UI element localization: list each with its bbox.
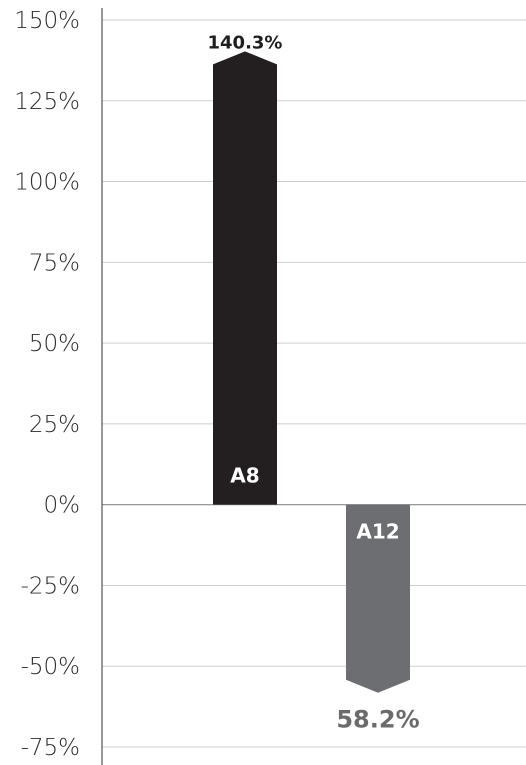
y-tick-label: 75% [29,250,80,276]
bar-a8 [213,51,277,505]
gridlines [102,19,526,748]
bar-labels: A8 140.3% A12 58.2% [208,32,420,733]
bars [213,51,410,693]
y-tick-label: -75% [21,735,80,761]
y-axis: 150% 125% 100% 75% 50% 25% 0% -25% -50% -75% [14,8,103,765]
value-label: 140.3% [208,32,283,53]
y-tick-label: 150% [14,8,80,34]
category-label: A8 [230,464,259,488]
y-tick-label: -50% [21,654,80,680]
bar-a12 [346,504,410,693]
y-tick-label: 125% [14,89,80,115]
y-tick-label: 50% [29,331,80,357]
y-tick-label: 25% [29,412,80,438]
value-label: 58.2% [336,706,419,734]
y-tick-label: 100% [14,170,80,196]
category-label: A12 [356,520,399,544]
y-tick-label: 0% [44,493,81,519]
y-tick-label: -25% [21,573,80,599]
